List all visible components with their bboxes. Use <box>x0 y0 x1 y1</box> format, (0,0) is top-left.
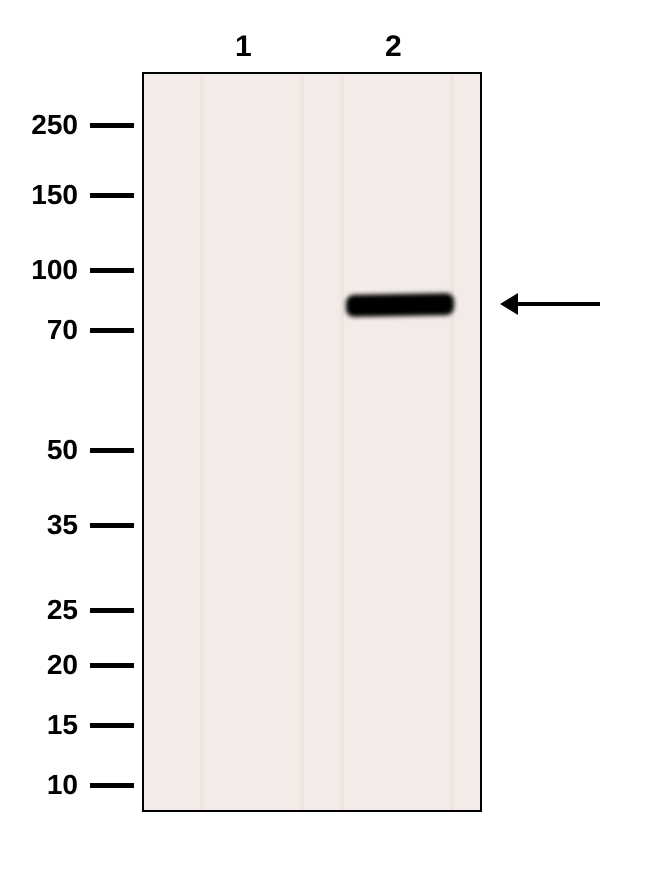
western-blot-figure: 1 2 250 150 100 70 50 35 25 20 15 10 <box>0 0 650 870</box>
protein-band <box>346 293 454 317</box>
mw-label: 20 <box>8 649 78 681</box>
mw-tick <box>90 448 134 453</box>
mw-label: 35 <box>8 509 78 541</box>
lane-divider <box>340 74 344 810</box>
mw-label: 25 <box>8 594 78 626</box>
mw-tick <box>90 268 134 273</box>
mw-label: 15 <box>8 709 78 741</box>
mw-label: 10 <box>8 769 78 801</box>
mw-label: 100 <box>8 254 78 286</box>
lane-label: 2 <box>385 30 402 64</box>
mw-label: 70 <box>8 314 78 346</box>
lane-divider <box>450 74 454 810</box>
mw-label: 150 <box>8 179 78 211</box>
mw-tick <box>90 723 134 728</box>
mw-tick <box>90 123 134 128</box>
mw-label: 50 <box>8 434 78 466</box>
arrow-head-icon <box>500 293 518 315</box>
lane-label: 1 <box>235 30 252 64</box>
lane-divider <box>300 74 304 810</box>
mw-tick <box>90 523 134 528</box>
lane-divider <box>200 74 204 810</box>
mw-tick <box>90 783 134 788</box>
mw-tick <box>90 608 134 613</box>
mw-tick <box>90 328 134 333</box>
blot-membrane <box>142 72 482 812</box>
mw-label: 250 <box>8 109 78 141</box>
arrow-shaft <box>518 302 600 306</box>
mw-tick <box>90 193 134 198</box>
mw-tick <box>90 663 134 668</box>
